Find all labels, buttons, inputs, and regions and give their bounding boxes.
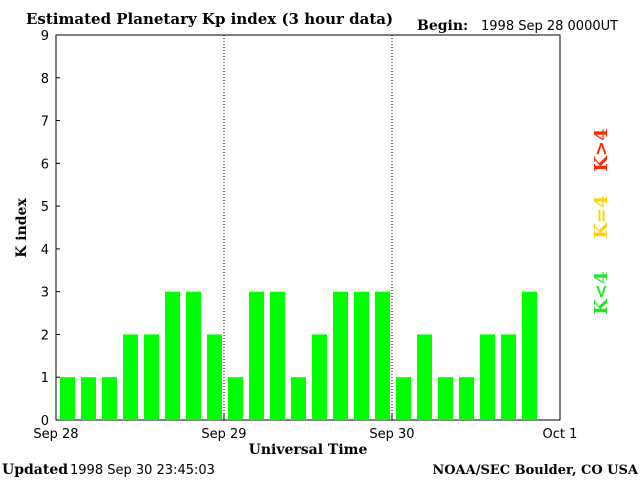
y-tick-label: 4 bbox=[41, 243, 49, 258]
x-axis-ticks: Sep 28 Sep 29 Sep 30 Oct 1 bbox=[33, 414, 577, 442]
kp-bar bbox=[123, 334, 138, 420]
kp-bar bbox=[480, 334, 495, 420]
kp-bar bbox=[207, 334, 222, 420]
y-tick-label: 3 bbox=[41, 286, 49, 301]
kp-bar bbox=[501, 334, 516, 420]
plot-area bbox=[55, 34, 561, 421]
y-axis-label: K index bbox=[14, 198, 30, 258]
legend-item-k-lt-4: K<4 bbox=[591, 271, 612, 314]
kp-bar bbox=[186, 291, 201, 420]
y-tick-label: 0 bbox=[41, 414, 49, 429]
kp-bar bbox=[81, 377, 96, 420]
kp-bar bbox=[438, 377, 453, 420]
kp-bar bbox=[417, 334, 432, 420]
kp-bar bbox=[522, 291, 537, 420]
kp-bar bbox=[396, 377, 411, 420]
x-tick-label: Sep 29 bbox=[201, 427, 246, 442]
kp-bar bbox=[375, 291, 390, 420]
updated-label: Updated bbox=[2, 462, 68, 478]
begin-value: 1998 Sep 28 0000UT bbox=[481, 19, 618, 34]
kp-bar bbox=[459, 377, 474, 420]
y-axis-ticks: 0 1 2 3 4 5 6 7 8 9 bbox=[41, 29, 60, 429]
kp-bar bbox=[228, 377, 243, 420]
bar-series bbox=[60, 291, 537, 420]
kp-bar bbox=[333, 291, 348, 420]
kp-bar bbox=[270, 291, 285, 420]
kp-bar bbox=[354, 291, 369, 420]
y-tick-label: 5 bbox=[41, 200, 49, 215]
source-credit: NOAA/SEC Boulder, CO USA bbox=[432, 463, 639, 478]
legend-item-k-gt-4: K>4 bbox=[591, 128, 612, 171]
y-tick-label: 1 bbox=[41, 371, 49, 386]
x-tick-label: Oct 1 bbox=[543, 427, 578, 442]
kp-bar bbox=[102, 377, 117, 420]
kp-bar bbox=[291, 377, 306, 420]
y-tick-label: 9 bbox=[41, 29, 49, 44]
x-tick-label: Sep 30 bbox=[369, 427, 414, 442]
plot-border bbox=[55, 34, 561, 421]
chart-title: Estimated Planetary Kp index (3 hour dat… bbox=[26, 10, 393, 28]
x-tick-label: Sep 28 bbox=[33, 427, 78, 442]
legend-item-k-eq-4: K=4 bbox=[591, 195, 612, 238]
kp-bar bbox=[60, 377, 75, 420]
kp-bar bbox=[312, 334, 327, 420]
y-tick-label: 2 bbox=[41, 328, 49, 343]
y-tick-label: 8 bbox=[41, 72, 49, 87]
updated-value: 1998 Sep 30 23:45:03 bbox=[70, 463, 215, 478]
kp-bar bbox=[165, 291, 180, 420]
x-axis-label: Universal Time bbox=[249, 442, 368, 458]
y-tick-label: 6 bbox=[41, 157, 49, 172]
kp-bar bbox=[144, 334, 159, 420]
begin-label: Begin: bbox=[417, 18, 468, 34]
kp-bar bbox=[249, 291, 264, 420]
y-tick-label: 7 bbox=[41, 115, 49, 130]
